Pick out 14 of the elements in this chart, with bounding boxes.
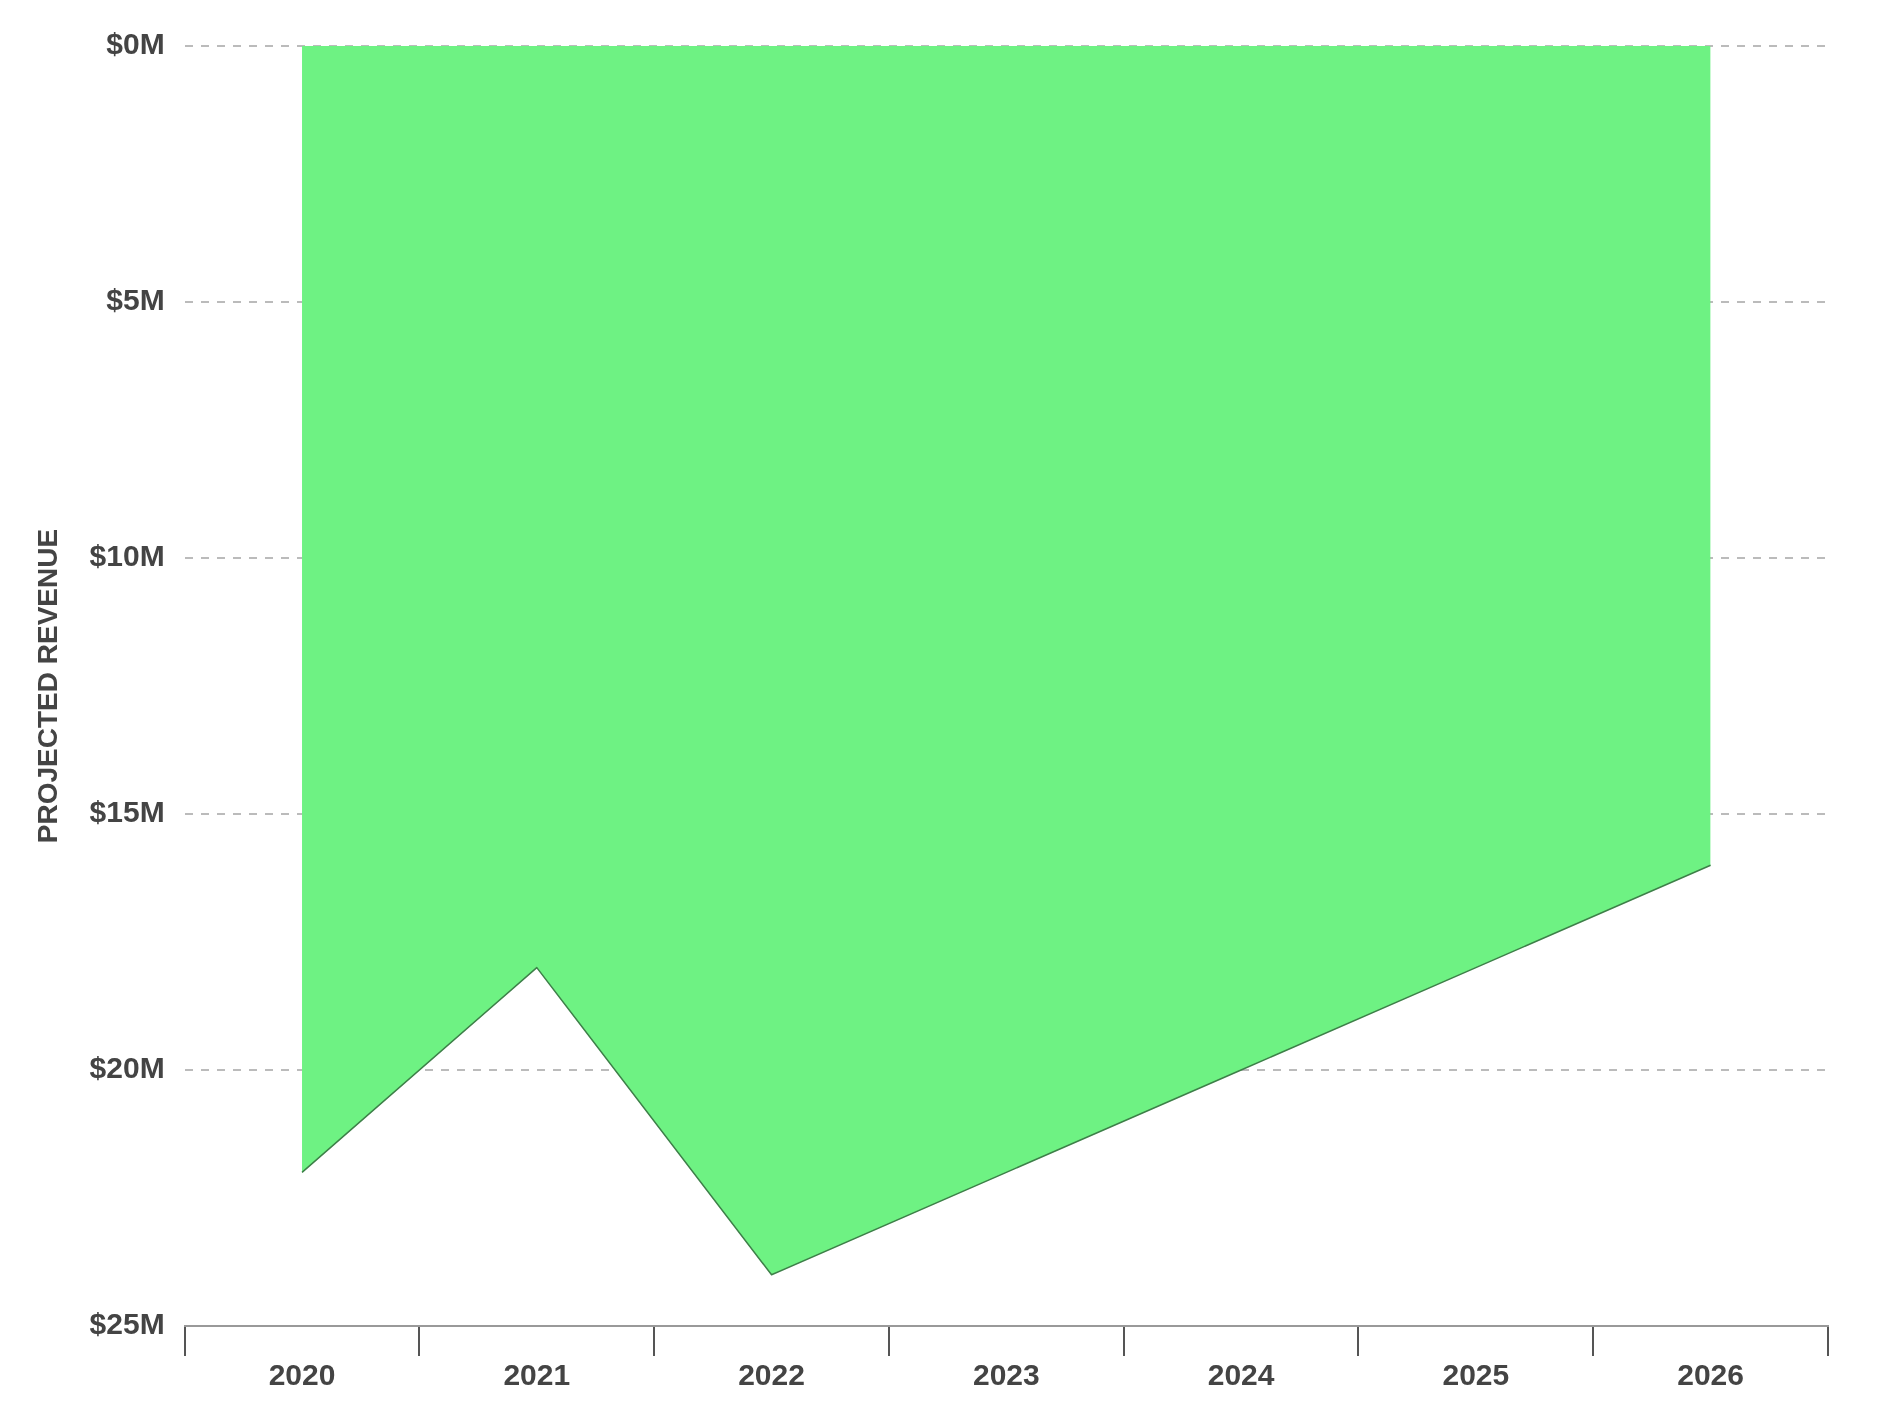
- y-axis-title: PROJECTED REVENUE: [31, 528, 63, 844]
- x-tick-label: 2024: [1207, 1358, 1275, 1392]
- x-tick-label: 2020: [268, 1358, 336, 1392]
- y-tick-label: $5M: [106, 283, 165, 317]
- x-tick-label: 2022: [738, 1358, 805, 1392]
- y-tick-label: $0M: [106, 27, 165, 61]
- x-tick-label: 2021: [503, 1358, 571, 1392]
- x-tick-label: 2026: [1677, 1358, 1744, 1392]
- x-tick-label: 2025: [1442, 1358, 1510, 1392]
- x-tick-label: 2023: [972, 1358, 1040, 1392]
- y-tick-label: $25M: [89, 1307, 165, 1341]
- y-tick-label: $10M: [89, 539, 165, 573]
- y-tick-label: $15M: [89, 795, 165, 829]
- y-tick-label: $20M: [89, 1051, 165, 1085]
